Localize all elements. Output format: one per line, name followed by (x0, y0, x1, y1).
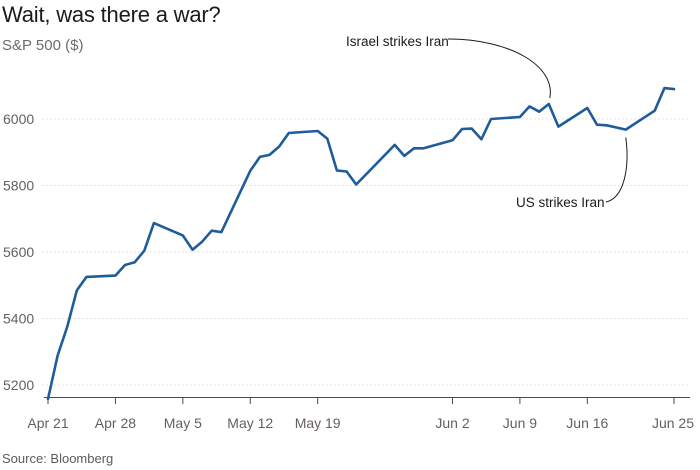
x-tick-label: May 5 (164, 415, 202, 431)
data-point (133, 261, 136, 264)
data-point (538, 110, 541, 113)
data-point (451, 139, 454, 142)
series-layer (46, 86, 676, 401)
data-point (413, 147, 416, 150)
data-point (548, 103, 551, 106)
data-point (471, 127, 474, 130)
data-point (114, 274, 117, 277)
data-point (326, 137, 329, 140)
annotation-label: Israel strikes Iran (346, 34, 449, 49)
chart-subtitle: S&P 500 ($) (2, 37, 84, 54)
data-point (220, 231, 223, 234)
x-tick-label: Jun 25 (652, 415, 694, 431)
data-point (519, 116, 522, 119)
data-point (259, 156, 262, 159)
annotation-leader (605, 137, 628, 203)
series-line (46, 86, 676, 401)
data-point (316, 130, 319, 133)
data-point (663, 87, 666, 90)
annotation-layer: Israel strikes Iran US strikes Iran (346, 34, 628, 210)
data-point (393, 144, 396, 147)
data-point (422, 147, 425, 150)
y-tick-label: 6000 (3, 111, 34, 127)
data-point (673, 88, 676, 91)
data-point (191, 248, 194, 251)
data-point (278, 145, 281, 148)
data-point (288, 132, 291, 135)
annotation-label: US strikes Iran (516, 195, 605, 210)
data-point (47, 398, 50, 401)
y-tick-label: 5800 (3, 178, 34, 194)
x-tick-label: May 19 (295, 415, 341, 431)
data-point (528, 105, 531, 108)
data-point (66, 325, 69, 328)
y-tick-label: 5400 (3, 311, 34, 327)
data-point (586, 107, 589, 110)
axis-layer: 5200 5400 5600 5800 6000 Apr 21 Apr 28 May 5 May… (3, 111, 694, 431)
data-point (557, 125, 560, 128)
data-point (124, 264, 127, 267)
data-point (210, 229, 213, 232)
x-tick-label: Jun 2 (435, 415, 469, 431)
x-tick-label: May 12 (227, 415, 273, 431)
data-point (56, 354, 59, 357)
data-point (653, 109, 656, 112)
chart-source: Source: Bloomberg (2, 451, 114, 466)
data-point (355, 183, 358, 186)
chart-title: Wait, was there a war? (2, 2, 221, 27)
data-point (182, 234, 185, 237)
data-point (336, 169, 339, 172)
data-point (403, 155, 406, 158)
x-tick-label: Apr 21 (27, 415, 68, 431)
annotation-leader (447, 38, 551, 99)
data-point (596, 123, 599, 126)
data-point (461, 128, 464, 131)
y-tick-label: 5200 (3, 377, 34, 393)
data-point (345, 170, 348, 173)
data-point (480, 138, 483, 141)
data-point (143, 249, 146, 252)
x-tick-label: Jun 16 (566, 415, 608, 431)
data-point (268, 154, 271, 157)
x-tick-label: Jun 9 (503, 415, 537, 431)
data-point (605, 124, 608, 127)
grid-layer (42, 118, 690, 386)
x-tick-label: Apr 28 (95, 415, 136, 431)
data-point (153, 222, 156, 225)
data-point (249, 170, 252, 173)
data-point (625, 128, 628, 131)
y-tick-label: 5600 (3, 244, 34, 260)
data-point (85, 276, 88, 279)
data-point (201, 240, 204, 243)
data-point (76, 289, 79, 292)
data-point (490, 118, 493, 121)
